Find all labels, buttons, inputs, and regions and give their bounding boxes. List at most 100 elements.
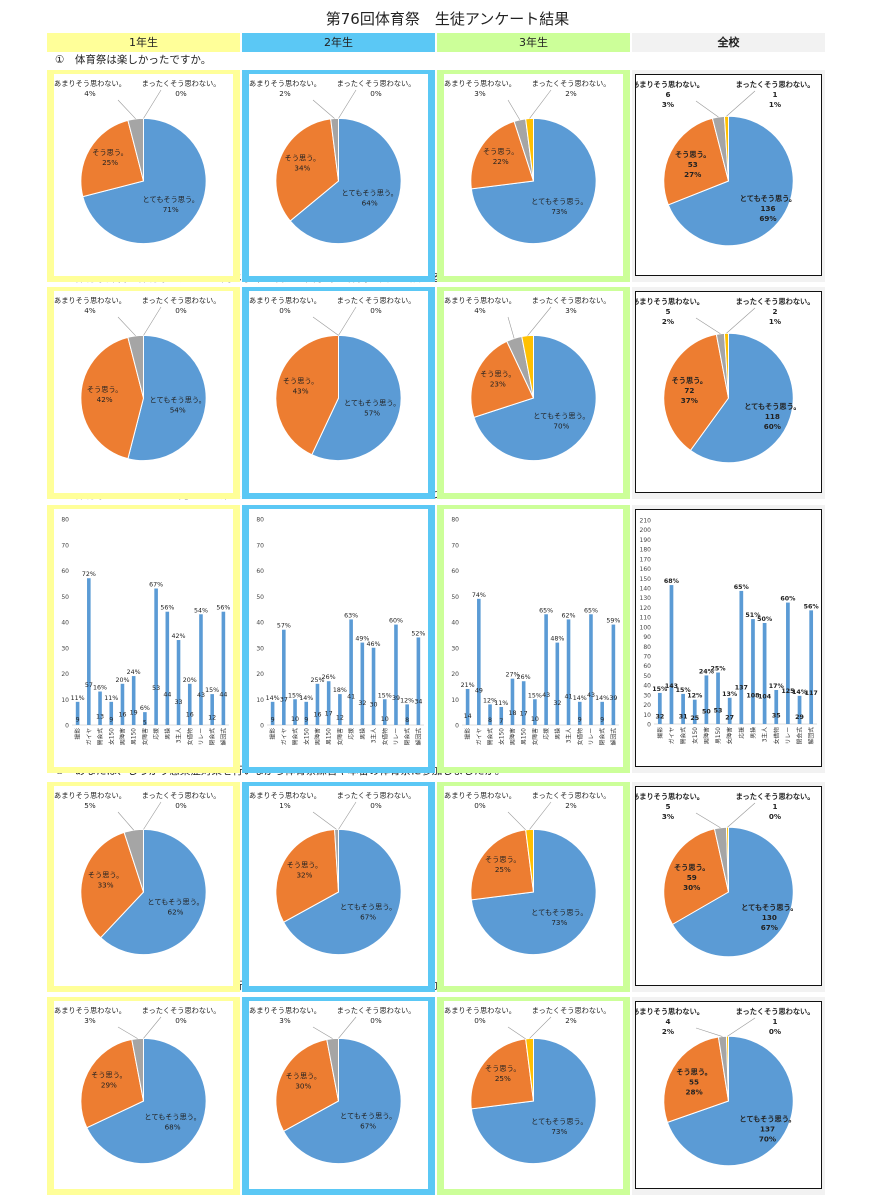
y-tick-label: 110: [640, 615, 652, 622]
bar-percent-label: 67%: [149, 582, 163, 589]
slice-label: そう思う。: [88, 871, 124, 880]
y-tick-label: 40: [451, 620, 459, 627]
slice-percent: 67%: [360, 1122, 376, 1131]
bar-value-label: 34: [414, 698, 422, 705]
x-category-label: 撮影: [74, 728, 82, 740]
pie-data-label: あまりそう思わない。2%: [249, 79, 321, 98]
bar-percent-label: 26%: [517, 674, 531, 681]
bar-value-label: 104: [758, 694, 772, 701]
y-tick-label: 0: [260, 723, 264, 730]
bar-value-label: 44: [219, 691, 227, 698]
x-category-label: リレー: [394, 728, 400, 746]
pie-chart: とてもそう思う。73% そう思う。25% あまりそう思わない。0% まったくそう思わな…: [444, 1006, 610, 1165]
slice-label: あまりそう思わない。: [249, 79, 321, 88]
bar-percent-label: 72%: [82, 571, 96, 578]
slice-label: そう思う。: [91, 1070, 127, 1079]
chart-panel-q1-col3: とてもそう思う。 73% そう思う。 22% あまりそう思わない。 3% まったくそう思わな…: [444, 74, 623, 276]
bar-value-label: 16: [118, 711, 126, 718]
bar: [405, 704, 409, 725]
y-tick-label: 30: [61, 645, 69, 652]
chart-panel-q1-col2: とてもそう思う。 64% そう思う。 34% あまりそう思わない。 2% まったくそう思わな…: [249, 74, 428, 276]
x-category-label: 撮影: [464, 728, 472, 740]
bar-value-label: 30: [370, 701, 378, 708]
bar-value-label: 9: [600, 717, 604, 724]
slice-percent: 0%: [175, 306, 187, 315]
y-tick-label: 60: [61, 568, 69, 575]
y-tick-label: 70: [256, 542, 264, 549]
bar: [465, 688, 470, 725]
slice-percent: 23%: [490, 380, 506, 389]
bar: [544, 614, 548, 725]
bar-percent-label: 20%: [183, 677, 197, 684]
pie-slice: [282, 828, 402, 956]
x-category-label: 女借物: [576, 728, 584, 746]
pie-slice: [275, 1038, 340, 1132]
pie-data-label: あまりそう思わない。5%: [54, 791, 126, 810]
y-tick-label: 70: [451, 542, 459, 549]
bar: [657, 692, 662, 724]
slice-percent: 28%: [685, 1087, 702, 1096]
bar: [751, 619, 755, 724]
column-header-2: 2年生: [242, 33, 435, 52]
x-category-label: 開会式: [679, 727, 687, 745]
bar-value-label: 44: [163, 691, 171, 698]
bar-value-label: 32: [655, 713, 664, 720]
slice-count: 55: [689, 1077, 699, 1086]
chart-panel-q4-col1: とてもそう思う。 62% そう思う。 33% あまりそう思わない。 5% まったくそう思わな…: [54, 786, 233, 986]
bar-value-label: 10: [291, 716, 299, 723]
pie-chart: とてもそう思う。70% そう思う。23% あまりそう思わない。4% まったくそう思わな…: [444, 296, 610, 462]
bar: [371, 647, 376, 725]
slice-label: とてもそう思う。: [150, 395, 206, 404]
pie-slice: [689, 332, 794, 464]
bar: [716, 672, 720, 724]
leader-line: [695, 1027, 723, 1037]
bar: [143, 712, 147, 725]
bar-percent-label: 27%: [505, 672, 519, 679]
slice-percent: 0%: [175, 1016, 187, 1025]
slice-percent: 0%: [474, 801, 486, 810]
bar: [566, 619, 571, 725]
slice-label: そう思う。: [674, 863, 710, 872]
bar: [762, 622, 767, 724]
bar-value-label: 10: [381, 716, 389, 723]
bar-value-label: 37: [280, 696, 288, 703]
y-tick-label: 80: [451, 517, 459, 524]
pie-chart: とてもそう思う。73% そう思う。25% あまりそう思わない。0% まったくそう思わな…: [444, 791, 610, 956]
question-title-1: ① 体育祭は楽しかったですか。: [55, 54, 212, 66]
x-category-label: ガイヤ: [475, 728, 483, 745]
pie-slice: [289, 117, 402, 245]
x-category-label: 撮影: [656, 727, 664, 739]
x-category-label: リレー: [199, 728, 205, 746]
bar-percent-label: 6%: [140, 705, 150, 712]
slice-percent: 73%: [551, 1127, 567, 1136]
pie-data-label: そう思う。25%: [485, 855, 521, 874]
pie-data-label: そう思う。32%: [287, 860, 323, 879]
x-category-label: 3主人: [565, 728, 573, 743]
bar: [704, 675, 709, 724]
pie-chart: とてもそう思う。57%そう思う。43%あまりそう思わない。0%まったくそう思わな…: [249, 296, 415, 462]
bar-value-label: 31: [679, 714, 688, 721]
slice-count: 1: [772, 1017, 777, 1026]
bar-value-label: 12: [208, 714, 216, 721]
pie-data-label: まったくそう思わない。10%: [736, 792, 815, 821]
bar: [270, 701, 275, 725]
pie-data-label: まったくそう思わない。11%: [736, 80, 815, 109]
slice-percent: 29%: [101, 1080, 117, 1089]
pie-slice: [311, 334, 402, 462]
x-category-label: 男150: [131, 728, 138, 745]
slice-label: そう思う。: [480, 370, 516, 379]
bar-value-label: 27: [725, 715, 734, 722]
pie-slice: [671, 826, 794, 958]
bar-percent-label: 21%: [461, 682, 475, 689]
bar-percent-label: 59%: [606, 618, 620, 625]
pie-chart: とてもそう思う。68% そう思う。29% あまりそう思わない。3% まったくそう思わな…: [54, 1006, 220, 1165]
slice-percent: 70%: [553, 421, 569, 430]
slice-label: とてもそう思う。: [144, 1112, 200, 1121]
slice-label: まったくそう思わない。: [337, 1006, 416, 1015]
bar-percent-label: 15%: [652, 686, 668, 693]
x-category-label: 女借物: [381, 728, 389, 746]
slice-label: とてもそう思う。: [740, 194, 796, 203]
slice-label: まったくそう思わない。: [337, 791, 416, 800]
slice-percent: 1%: [279, 801, 291, 810]
slice-label: とてもそう思う。: [340, 1112, 396, 1121]
